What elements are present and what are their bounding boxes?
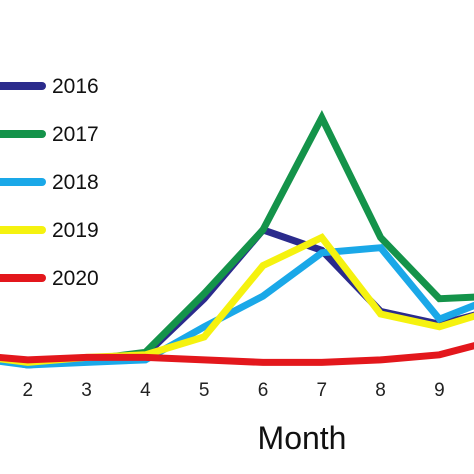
x-tick-label: 9 (434, 380, 445, 401)
x-axis-ticks: 2 3 4 5 6 7 8 9 (23, 380, 445, 401)
legend-label-2018: 2018 (52, 171, 99, 194)
series-line-2018 (0, 244, 474, 369)
x-tick-label: 3 (81, 380, 92, 401)
x-tick-label: 5 (199, 380, 210, 401)
x-tick-label: 2 (23, 380, 34, 401)
x-tick-label: 8 (375, 380, 386, 401)
legend: 2016 2017 2018 2019 2020 (0, 75, 99, 290)
legend-label-2016: 2016 (52, 75, 99, 98)
x-axis-title: Month (258, 420, 347, 456)
legend-label-2017: 2017 (52, 123, 99, 146)
legend-label-2019: 2019 (52, 219, 99, 242)
series-line-2020 (0, 342, 474, 366)
series-lines (0, 109, 474, 369)
x-tick-label: 6 (258, 380, 269, 401)
legend-label-2020: 2020 (52, 267, 99, 290)
x-tick-label: 7 (317, 380, 328, 401)
x-tick-label: 4 (140, 380, 151, 401)
